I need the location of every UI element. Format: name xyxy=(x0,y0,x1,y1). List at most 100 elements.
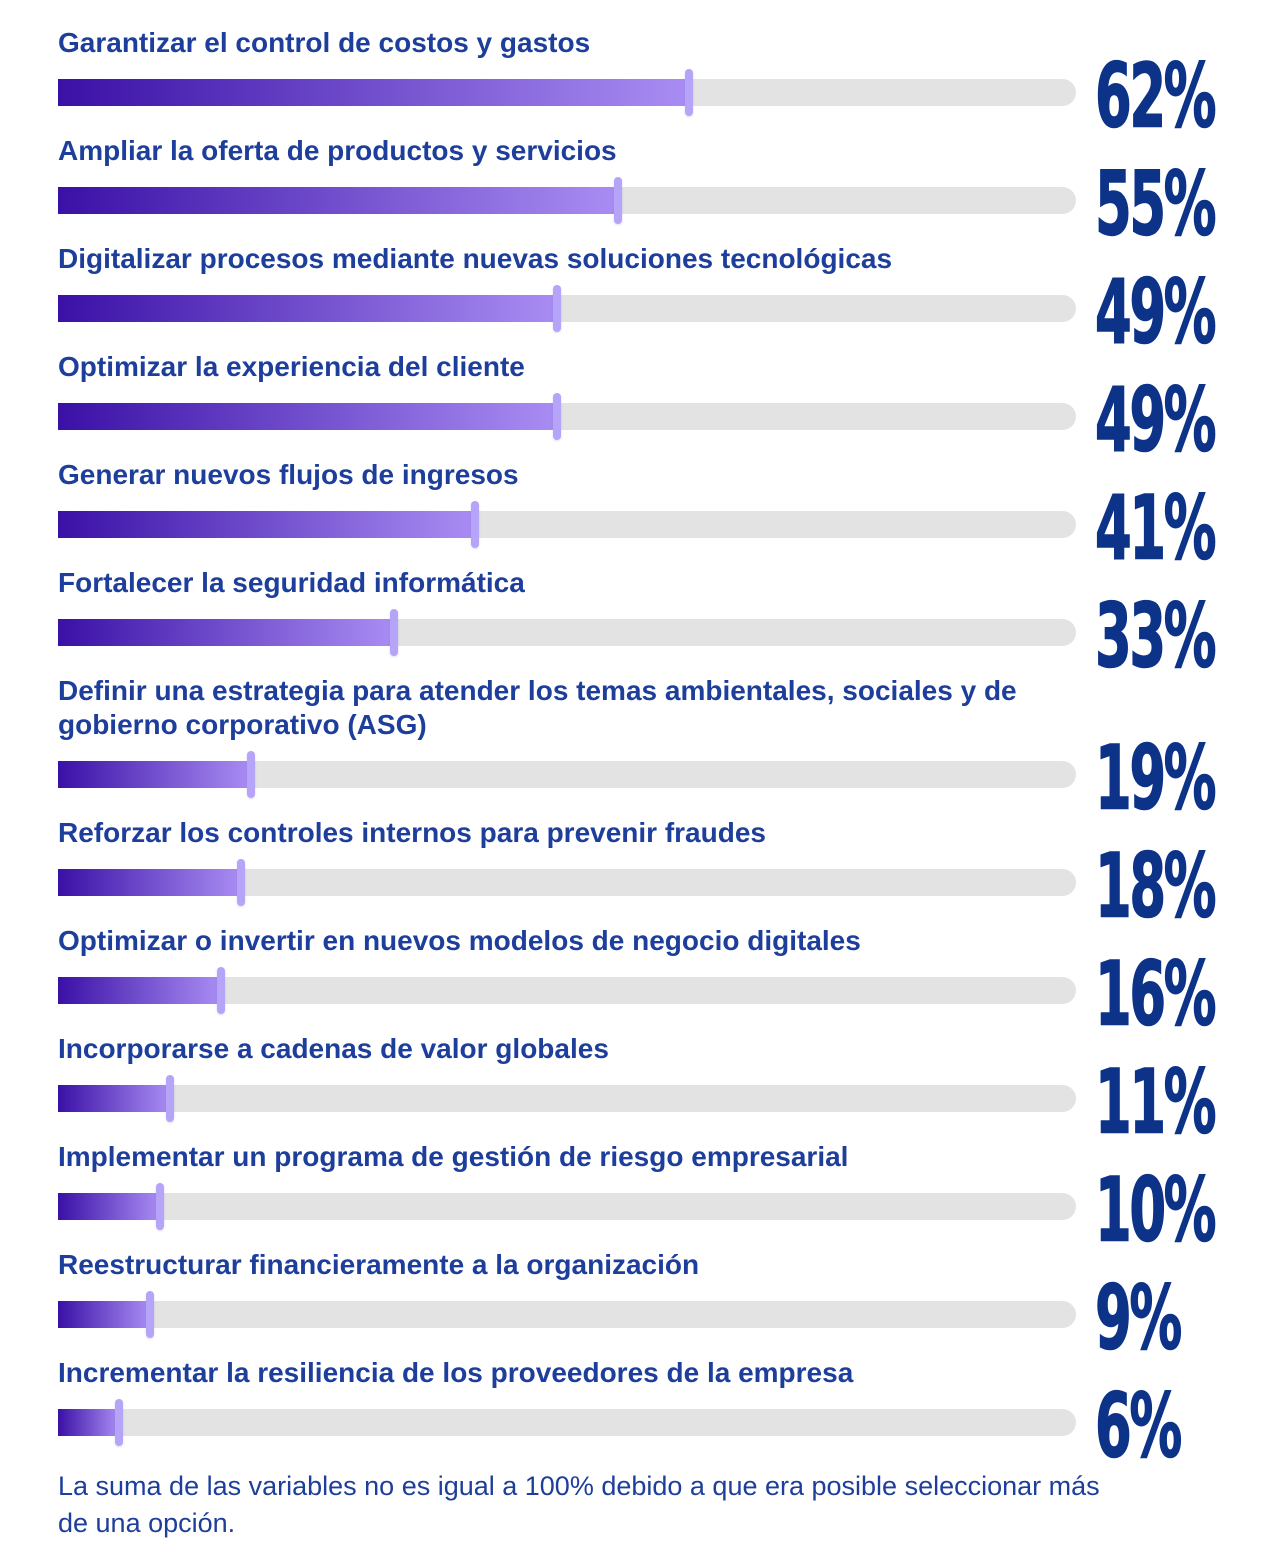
bar-end-cap xyxy=(552,393,561,440)
bar-label: Generar nuevos flujos de ingresos xyxy=(58,459,519,490)
bar-value-text: 6% xyxy=(1095,1374,1183,1478)
bar-track xyxy=(58,1291,1076,1338)
bar-label: Optimizar o invertir en nuevos modelos d… xyxy=(58,925,861,956)
bar-value-text: 49% xyxy=(1095,260,1217,364)
bar-value: 16% xyxy=(1095,942,1268,1046)
bar-end-cap xyxy=(389,609,398,656)
bar-value-text: 41% xyxy=(1095,476,1217,580)
bar-value-text: 19% xyxy=(1095,726,1217,830)
chart-row: Definir una estrategia para atender los … xyxy=(58,674,1268,822)
bar-end-cap xyxy=(247,751,256,798)
bar-label: Implementar un programa de gestión de ri… xyxy=(58,1141,849,1172)
bar-line: 19% xyxy=(58,733,1268,822)
chart-row: Optimizar o invertir en nuevos modelos d… xyxy=(58,924,1268,1038)
bar-line: 49% xyxy=(58,375,1268,464)
bar-track xyxy=(58,751,1076,798)
bar-fill xyxy=(58,403,557,430)
bar-value: 49% xyxy=(1095,260,1268,364)
bar-end-cap xyxy=(155,1183,164,1230)
bar-track xyxy=(58,859,1076,906)
bar-track xyxy=(58,177,1076,224)
bar-value-text: 10% xyxy=(1095,1158,1217,1262)
bar-value-text: 16% xyxy=(1095,942,1217,1046)
bar-fill xyxy=(58,511,476,538)
bar-track xyxy=(58,609,1076,656)
bar-value-text: 9% xyxy=(1095,1266,1183,1370)
bar-line: 49% xyxy=(58,267,1268,356)
bar-label: Incorporarse a cadenas de valor globales xyxy=(58,1033,609,1064)
bar-fill xyxy=(58,619,394,646)
bar-fill xyxy=(58,187,618,214)
bar-fill xyxy=(58,1301,150,1328)
bar-value-text: 55% xyxy=(1095,152,1217,256)
bar-label: Reestructurar financieramente a la organ… xyxy=(58,1249,700,1280)
chart-row: Ampliar la oferta de productos y servici… xyxy=(58,134,1268,248)
bar-end-cap xyxy=(115,1399,124,1446)
bar-end-cap xyxy=(145,1291,154,1338)
bar-end-cap xyxy=(552,285,561,332)
chart-row: Incorporarse a cadenas de valor globales… xyxy=(58,1032,1268,1146)
bar-value: 11% xyxy=(1095,1050,1268,1154)
chart-row: Garantizar el control de costos y gastos… xyxy=(58,26,1268,140)
chart-row: Generar nuevos flujos de ingresos 41% xyxy=(58,458,1268,572)
chart-row: Implementar un programa de gestión de ri… xyxy=(58,1140,1268,1254)
chart-footnote: La suma de las variables no es igual a 1… xyxy=(58,1471,1100,1538)
bar-track xyxy=(58,69,1076,116)
bar-value: 55% xyxy=(1095,152,1268,256)
bar-value: 49% xyxy=(1095,368,1268,472)
chart-row: Fortalecer la seguridad informática 33% xyxy=(58,566,1268,680)
bar-label: Optimizar la experiencia del cliente xyxy=(58,351,525,382)
bar-fill xyxy=(58,1409,120,1436)
bar-line: 18% xyxy=(58,841,1268,930)
bar-value: 41% xyxy=(1095,476,1268,580)
bar-fill xyxy=(58,1085,170,1112)
bar-fill xyxy=(58,977,221,1004)
bar-line: 62% xyxy=(58,51,1268,140)
bar-line: 16% xyxy=(58,949,1268,1038)
bar-track xyxy=(58,285,1076,332)
bar-label: Digitalizar procesos mediante nuevas sol… xyxy=(58,243,893,274)
chart-row: Incrementar la resiliencia de los provee… xyxy=(58,1356,1268,1470)
bar-fill xyxy=(58,295,557,322)
chart-row: Reestructurar financieramente a la organ… xyxy=(58,1248,1268,1362)
bar-track xyxy=(58,1183,1076,1230)
bar-fill xyxy=(58,1193,160,1220)
bar-value: 10% xyxy=(1095,1158,1268,1262)
bar-end-cap xyxy=(237,859,246,906)
bar-end-cap xyxy=(613,177,622,224)
chart-rows: Garantizar el control de costos y gastos… xyxy=(58,26,1268,1470)
bar-end-cap xyxy=(471,501,480,548)
bar-line: 6% xyxy=(58,1381,1268,1470)
bar-value: 9% xyxy=(1095,1266,1236,1370)
bar-line: 10% xyxy=(58,1165,1268,1254)
bar-fill xyxy=(58,761,252,788)
chart-row: Optimizar la experiencia del cliente 49% xyxy=(58,350,1268,464)
bar-track xyxy=(58,393,1076,440)
bar-track xyxy=(58,1399,1076,1446)
bar-line: 33% xyxy=(58,591,1268,680)
bar-label: Incrementar la resiliencia de los provee… xyxy=(58,1357,854,1388)
bar-track xyxy=(58,501,1076,548)
bar-label: Fortalecer la seguridad informática xyxy=(58,567,525,598)
bar-line: 41% xyxy=(58,483,1268,572)
bar-label: Garantizar el control de costos y gastos xyxy=(58,27,591,58)
bar-track xyxy=(58,967,1076,1014)
bar-end-cap xyxy=(216,967,225,1014)
bar-fill xyxy=(58,869,242,896)
bar-line: 11% xyxy=(58,1057,1268,1146)
bar-track xyxy=(58,1075,1076,1122)
chart-row: Reforzar los controles internos para pre… xyxy=(58,816,1268,930)
bar-value-text: 33% xyxy=(1095,584,1217,688)
bar-value: 6% xyxy=(1095,1374,1236,1478)
bar-value: 33% xyxy=(1095,584,1268,688)
bar-value-text: 11% xyxy=(1095,1050,1217,1154)
bar-value-text: 62% xyxy=(1095,44,1217,148)
bar-value: 19% xyxy=(1095,726,1268,830)
bar-value-text: 49% xyxy=(1095,368,1217,472)
bar-label: Definir una estrategia para atender los … xyxy=(58,675,1017,740)
bar-line: 9% xyxy=(58,1273,1268,1362)
chart-row: Digitalizar procesos mediante nuevas sol… xyxy=(58,242,1268,356)
bar-label: Ampliar la oferta de productos y servici… xyxy=(58,135,617,166)
bar-fill xyxy=(58,79,690,106)
